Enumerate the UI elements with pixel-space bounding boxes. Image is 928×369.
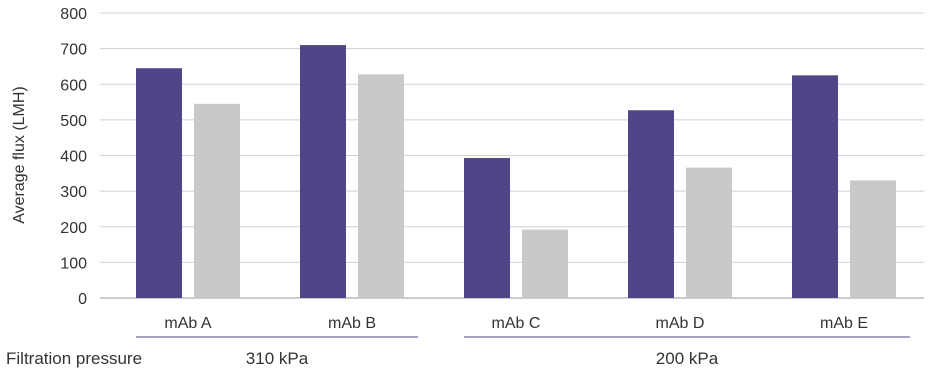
bar-series2 bbox=[850, 180, 896, 298]
x-category-label: mAb E bbox=[820, 315, 868, 332]
x-axis-categories: mAb A mAb B mAb C mAb D mAb E bbox=[164, 315, 868, 332]
bar-series1 bbox=[628, 110, 674, 298]
bars bbox=[136, 45, 896, 299]
x-category-label: mAb D bbox=[656, 315, 705, 332]
filtration-pressure-label: Filtration pressure bbox=[6, 349, 142, 368]
bar-series2 bbox=[358, 74, 404, 299]
y-tick-label: 400 bbox=[60, 149, 87, 166]
y-tick-label: 500 bbox=[60, 113, 87, 130]
y-tick-label: 200 bbox=[60, 220, 87, 237]
bar-series1 bbox=[464, 157, 510, 298]
y-tick-label: 300 bbox=[60, 184, 87, 201]
y-axis-ticks: 0 100 200 300 400 500 600 700 800 bbox=[60, 6, 87, 308]
y-tick-label: 0 bbox=[78, 291, 87, 308]
group-pressure-label: 200 kPa bbox=[656, 349, 719, 368]
bar-series2 bbox=[194, 103, 240, 298]
bar-series2 bbox=[686, 167, 732, 298]
y-tick-label: 600 bbox=[60, 77, 87, 94]
y-axis-label: Average flux (LMH) bbox=[11, 86, 28, 224]
bar-series2 bbox=[522, 229, 568, 298]
y-tick-label: 800 bbox=[60, 6, 87, 23]
y-tick-label: 100 bbox=[60, 255, 87, 272]
bar-series1 bbox=[300, 45, 346, 298]
x-category-label: mAb C bbox=[492, 315, 541, 332]
x-category-label: mAb B bbox=[328, 315, 376, 332]
bar-series1 bbox=[136, 68, 182, 298]
x-category-label: mAb A bbox=[164, 315, 211, 332]
bar-series1 bbox=[792, 75, 838, 298]
group-pressure-label: 310 kPa bbox=[246, 349, 309, 368]
y-tick-label: 700 bbox=[60, 42, 87, 59]
pressure-groups: 310 kPa 200 kPa bbox=[136, 336, 910, 368]
